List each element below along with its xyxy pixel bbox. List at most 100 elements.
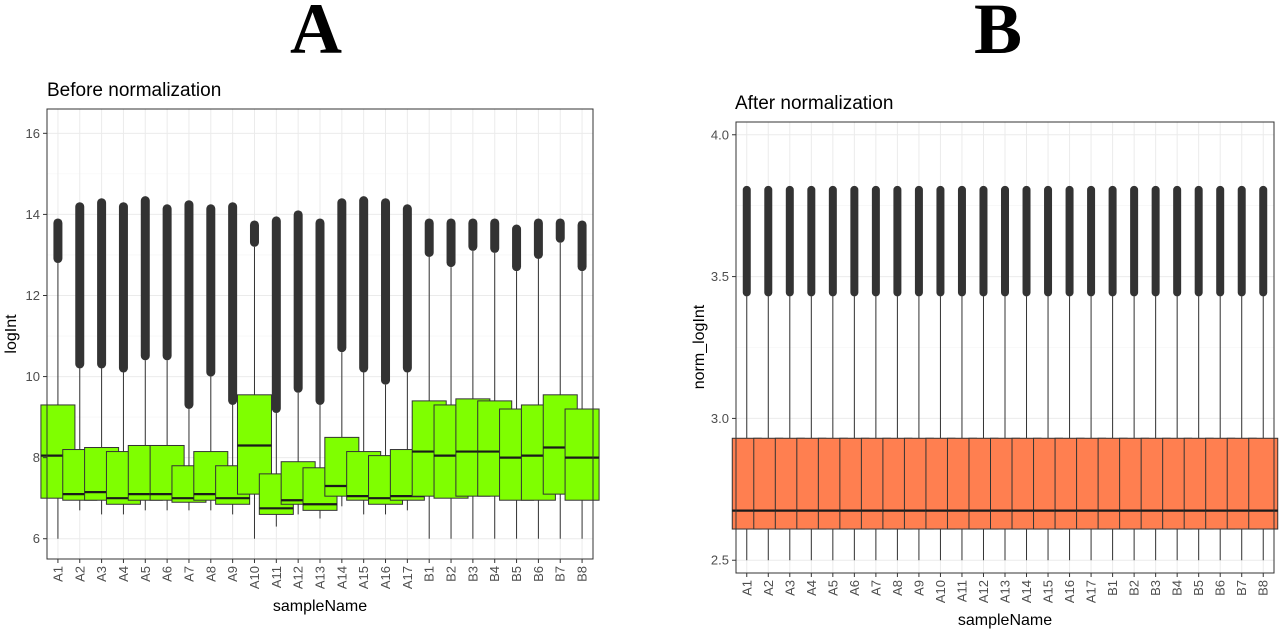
outlier-points <box>1194 185 1203 297</box>
chart-a-y-tick-label: 14 <box>26 207 40 222</box>
chart-b-x-tick-label: B3 <box>1148 580 1163 596</box>
chart-b-x-tick-label: A2 <box>761 580 776 596</box>
chart-a-y-tick-label: 6 <box>33 531 40 546</box>
outlier-points <box>893 185 902 297</box>
chart-a-x-tick-label: B6 <box>531 566 546 582</box>
panel-a-letter: A <box>290 0 342 69</box>
chart-a-x-tick-label: A4 <box>116 566 131 582</box>
outlier-points <box>468 218 478 251</box>
chart-b-x-tick-label: A17 <box>1084 580 1099 603</box>
chart-a-x-tick-label: A10 <box>247 566 262 589</box>
chart-a-box-A8 <box>193 204 229 511</box>
chart-b-x-tick-label: A12 <box>976 580 991 603</box>
outlier-points <box>1044 185 1053 297</box>
chart-b-x-tick-label: B4 <box>1170 580 1185 596</box>
outlier-points <box>249 220 259 247</box>
outlier-points <box>785 185 794 297</box>
outlier-points <box>1022 185 1031 297</box>
chart-b-box-B8 <box>1248 185 1279 561</box>
outlier-points <box>97 198 107 369</box>
outlier-points <box>1087 185 1096 297</box>
chart-b-x-tick-label: B1 <box>1105 580 1120 596</box>
outlier-points <box>828 185 837 297</box>
chart-a-y-tick-label: 10 <box>26 369 40 384</box>
outlier-points <box>850 185 859 297</box>
iqr-box <box>564 408 600 501</box>
chart-b-x-tick-label: A7 <box>868 580 883 596</box>
chart-b-x-axis-title: sampleName <box>958 612 1052 629</box>
chart-b-x-tick-label: A15 <box>1041 580 1056 603</box>
outlier-points <box>1108 185 1117 297</box>
chart-a-x-tick-label: A13 <box>313 566 328 589</box>
outlier-points <box>957 185 966 297</box>
outlier-points <box>1259 185 1268 297</box>
outlier-points <box>75 202 85 369</box>
outlier-points <box>402 204 412 373</box>
chart-a-x-tick-label: A8 <box>203 566 218 582</box>
chart-a-x-tick-label: B2 <box>444 566 459 582</box>
outlier-points <box>337 198 347 353</box>
outlier-points <box>1173 185 1182 297</box>
outlier-points <box>979 185 988 297</box>
chart-a-x-tick-label: A17 <box>400 566 415 589</box>
chart-b-y-tick-label: 4.0 <box>711 127 729 142</box>
chart-b-x-tick-label: B2 <box>1127 580 1142 596</box>
chart-a-x-tick-label: A11 <box>269 566 284 588</box>
chart-a-x-tick-label: A15 <box>356 566 371 589</box>
chart-a-box-A6 <box>149 204 185 511</box>
chart-a-x-tick-label: A3 <box>94 566 109 582</box>
outlier-points <box>359 196 369 373</box>
chart-a-x-tick-label: A12 <box>291 566 306 589</box>
chart-a-x-tick-label: A16 <box>378 566 393 589</box>
outlier-points <box>1216 185 1225 297</box>
chart-b-x-tick-label: A10 <box>933 580 948 603</box>
outlier-points <box>206 204 216 377</box>
outlier-points <box>936 185 945 297</box>
iqr-box <box>1248 437 1279 530</box>
chart-b-title: After normalization <box>735 93 893 114</box>
chart-a-x-tick-label: B7 <box>553 566 568 582</box>
outlier-points <box>271 216 281 414</box>
chart-a-title: Before normalization <box>47 80 221 101</box>
outlier-points <box>914 185 923 297</box>
chart-b-x-tick-label: A1 <box>739 580 754 596</box>
outlier-points <box>118 202 128 373</box>
chart-a-x-tick-label: A9 <box>225 566 240 582</box>
chart-a-x-tick-label: B3 <box>465 566 480 582</box>
chart-a-x-tick-label: B1 <box>422 566 437 582</box>
chart-a-x-tick-label: A14 <box>334 566 349 589</box>
outlier-points <box>53 218 63 264</box>
outlier-points <box>490 218 500 253</box>
chart-b-x-tick-label: A16 <box>1062 580 1077 603</box>
before-normalization-chart: Before normalization 6 8 10 12 14 16 A1 A2 A3 A4 A… <box>3 80 600 615</box>
chart-b-x-tick-label: A4 <box>804 580 819 596</box>
chart-b-x-tick-label: A14 <box>1019 580 1034 603</box>
outlier-points <box>764 185 773 297</box>
chart-a-y-tick-label: 16 <box>26 126 40 141</box>
outlier-points <box>807 185 816 297</box>
chart-a-x-tick-label: A6 <box>160 566 175 582</box>
chart-a-y-tick-label: 8 <box>33 450 40 465</box>
chart-a-x-tick-label: A2 <box>72 566 87 582</box>
chart-a-x-tick-label: A7 <box>181 566 196 582</box>
chart-b-y-tick-label: 3.5 <box>711 269 729 284</box>
chart-b-y-axis-title: norm_logInt <box>691 304 708 389</box>
chart-b-x-tick-label: A11 <box>954 580 969 602</box>
chart-b-x-tick-label: A6 <box>847 580 862 596</box>
after-normalization-chart: After normalization 2.5 3.0 3.5 4.0 A1 A2 A3 A4… <box>691 93 1279 629</box>
chart-b-x-tick-label: A5 <box>825 580 840 596</box>
outlier-points <box>315 218 325 405</box>
chart-b-x-tick-label: A8 <box>890 580 905 596</box>
outlier-points <box>533 218 543 259</box>
chart-b-y-tick-label: 2.5 <box>711 553 729 568</box>
panel-b-letter: B <box>974 0 1022 69</box>
outlier-points <box>162 204 172 361</box>
outlier-points <box>1151 185 1160 297</box>
chart-a-x-tick-label: B5 <box>509 566 524 582</box>
outlier-points <box>446 218 456 268</box>
outlier-points <box>871 185 880 297</box>
outlier-points <box>424 218 434 257</box>
outlier-points <box>184 200 194 409</box>
chart-a-y-tick-label: 12 <box>26 288 40 303</box>
